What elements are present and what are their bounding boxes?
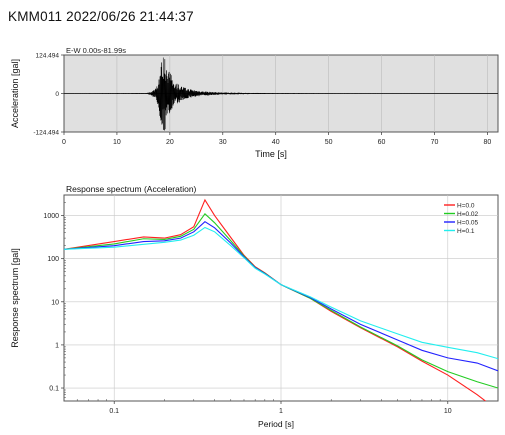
waveform-x-tick-label: 80: [484, 139, 492, 146]
spectrum-legend: H=0.0 H=0.02H=0.05 H=0.1: [444, 202, 479, 235]
page-title: KMM011 2022/06/26 21:44:37: [8, 9, 194, 24]
waveform-x-tick-label: 60: [378, 139, 386, 146]
spectrum-y-tick-label: 1000: [43, 213, 59, 220]
waveform-x-tick-label: 40: [272, 139, 280, 146]
legend-label: H=0.02: [457, 211, 479, 218]
waveform-x-tick-label: 20: [166, 139, 174, 146]
waveform-y-tick-label: 0: [55, 91, 59, 98]
legend-label: H=0.05: [457, 219, 479, 226]
waveform-y-tick-label: -124.494: [33, 130, 59, 137]
spectrum-y-tick-label: 1: [55, 342, 59, 349]
spectrum-y-tick-label: 100: [47, 256, 59, 263]
spectrum-x-tick-label: 10: [444, 408, 452, 415]
legend-label: H=0.1: [457, 228, 475, 235]
waveform-x-tick-label: 70: [431, 139, 439, 146]
waveform-x-axis-label: Time [s]: [255, 149, 287, 159]
spectrum-series-line-H=0.1: [64, 226, 498, 360]
waveform-x-tick-label: 30: [219, 139, 227, 146]
waveform-x-tick-label: 0: [62, 139, 66, 146]
spectrum-x-tick-label: 1: [279, 408, 283, 415]
spectrum-series-group: [64, 198, 498, 401]
waveform-trace: [63, 57, 499, 131]
waveform-title: E-W 0.00s-81.99s: [66, 46, 126, 55]
spectrum-x-tick-label: 0.1: [109, 408, 119, 415]
waveform-y-axis-label: Acceleration [gal]: [10, 59, 20, 128]
spectrum-grid: [64, 195, 498, 401]
legend-label: H=0.0: [457, 202, 475, 209]
spectrum-y-tick-label: 10: [51, 299, 59, 306]
spectrum-title: Response spectrum (Acceleration): [66, 184, 197, 194]
spectrum-y-axis-label: Response spectrum [gal]: [10, 248, 20, 348]
spectrum-y-tick-label: 0.1: [49, 386, 59, 393]
waveform-y-tick-label: 124.494: [36, 53, 60, 60]
waveform-x-tick-label: 10: [113, 139, 121, 146]
waveform-x-tick-label: 50: [325, 139, 333, 146]
spectrum-x-axis-label: Period [s]: [258, 419, 294, 429]
